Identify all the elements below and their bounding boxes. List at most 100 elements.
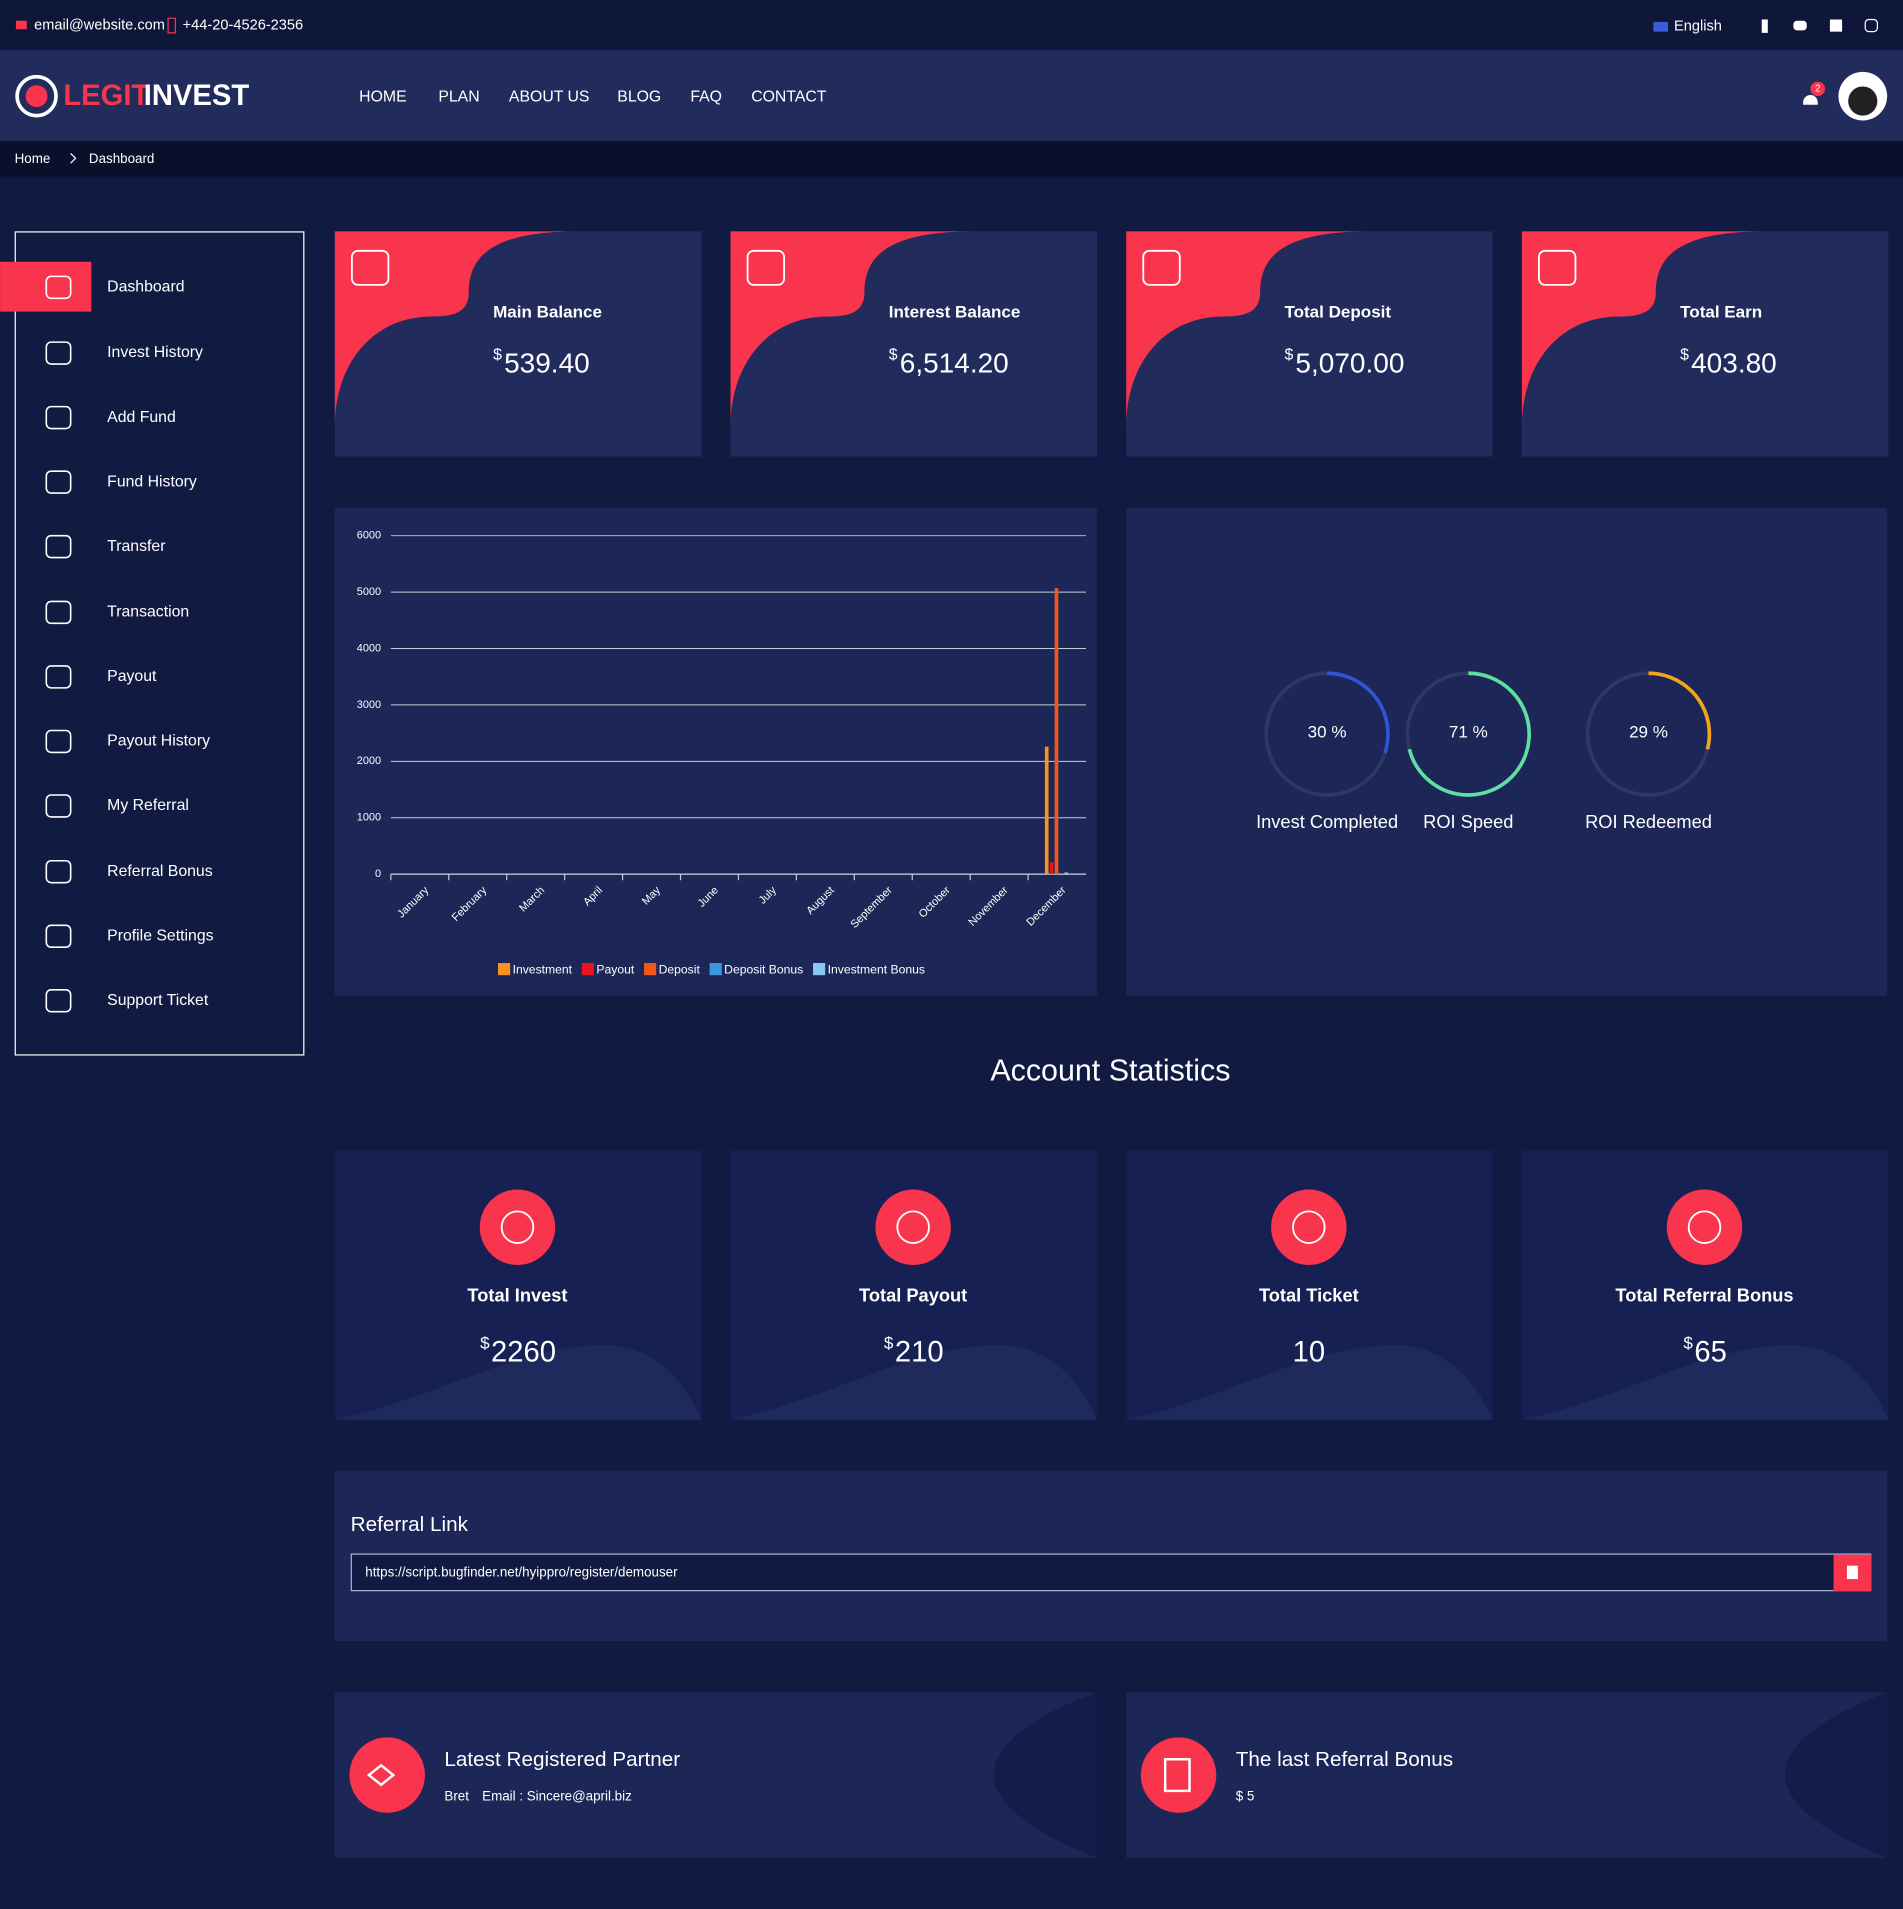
sidebar-icon <box>45 534 72 559</box>
legend-swatch <box>709 963 722 976</box>
sidebar-icon <box>45 275 72 300</box>
card-symbol: $ <box>1284 347 1293 364</box>
sidebar-link[interactable]: Fund History <box>107 473 197 490</box>
instagram[interactable] <box>1864 18 1878 33</box>
handshake <box>366 1763 396 1787</box>
partner-icon <box>349 1737 425 1813</box>
linkedin[interactable] <box>1829 19 1843 32</box>
sidebar-link[interactable]: Payout History <box>107 733 210 750</box>
header <box>0 49 1903 142</box>
card-wave <box>1126 231 1370 427</box>
stat-wave <box>1126 1345 1493 1420</box>
card-wave <box>334 231 579 427</box>
sidebar-link[interactable]: Transaction <box>107 604 189 621</box>
partner-email: Email : Sincere@april.biz <box>482 1789 632 1804</box>
stat-title: Total Ticket <box>1259 1284 1359 1305</box>
sidebar-link[interactable]: Profile Settings <box>107 927 213 944</box>
twitter[interactable] <box>1793 20 1807 31</box>
bell-icon[interactable] <box>1803 94 1818 105</box>
legend-label: Deposit Bonus <box>724 963 803 977</box>
y-tick-label: 4000 <box>357 642 381 654</box>
card-amount: 6,514.20 <box>900 348 1009 379</box>
stat-icon-glyph <box>896 1210 930 1244</box>
notification-count: 2 <box>1815 83 1820 94</box>
y-tick-label: 6000 <box>357 530 381 542</box>
bonus-title: The last Referral Bonus <box>1236 1748 1453 1771</box>
sidebar-icon <box>45 794 72 818</box>
nav-link[interactable]: ABOUT US <box>509 89 590 106</box>
panel-bg <box>1126 1692 1888 1858</box>
progress-arc <box>1405 671 1532 797</box>
bar <box>1054 588 1059 875</box>
panel-bg <box>334 1692 1097 1858</box>
email: email@website.com <box>34 17 165 33</box>
bonus-amount: $ 5 <box>1236 1789 1255 1804</box>
nav-link[interactable]: PLAN <box>438 89 479 106</box>
stat-wave <box>1521 1345 1889 1420</box>
progress-arc <box>1585 671 1712 797</box>
y-tick-label: 1000 <box>357 812 381 824</box>
legend-swatch <box>813 963 826 976</box>
logo-white[interactable]: INVEST <box>144 80 250 112</box>
stat-icon-glyph <box>500 1210 535 1244</box>
card-title: Total Earn <box>1680 302 1762 321</box>
stat-amount: 10 <box>1293 1337 1325 1369</box>
sidebar-link[interactable]: Transfer <box>107 538 165 555</box>
avatar-face <box>1848 86 1878 116</box>
sidebar-link[interactable]: Add Fund <box>107 409 176 426</box>
stat-amount: 65 <box>1694 1337 1726 1369</box>
logo-red[interactable]: LEGIT <box>63 80 149 112</box>
progress-name: Invest Completed <box>1256 811 1398 832</box>
language[interactable]: English <box>1674 19 1722 35</box>
sidebar-icon <box>45 600 72 625</box>
sidebar-link[interactable]: My Referral <box>107 797 189 814</box>
sidebar-link[interactable]: Support Ticket <box>107 992 209 1009</box>
y-tick-label: 3000 <box>357 699 381 711</box>
stat-icon <box>1666 1189 1743 1265</box>
progress-panel <box>1126 507 1888 996</box>
bar <box>1049 862 1054 875</box>
mail-icon <box>15 20 27 30</box>
card-symbol: $ <box>493 347 502 364</box>
legend-swatch <box>497 963 511 976</box>
sidebar-link[interactable]: Dashboard <box>107 278 184 295</box>
sidebar-link[interactable]: Payout <box>107 668 157 685</box>
bonus-panel: The last Referral Bonus $ 5 <box>1126 1692 1888 1858</box>
card-amount: 539.40 <box>504 348 590 379</box>
breadcrumb-bar <box>0 141 1903 177</box>
nav-link[interactable]: HOME <box>359 89 406 106</box>
partner-title: Latest Registered Partner <box>444 1748 680 1771</box>
stat-title: Total Payout <box>859 1284 967 1305</box>
sidebar-icon <box>45 924 72 948</box>
sidebar-link[interactable]: Referral Bonus <box>107 863 213 880</box>
stat-wave <box>334 1345 702 1420</box>
phone: +44-20-4526-2356 <box>183 17 304 33</box>
nav-link[interactable]: CONTACT <box>751 89 827 106</box>
card-title: Total Deposit <box>1284 302 1391 321</box>
stat-symbol: $ <box>1683 1334 1693 1353</box>
card-wave <box>730 231 975 427</box>
nav-link[interactable]: BLOG <box>617 89 661 106</box>
progress-value: 71 % <box>1449 722 1488 741</box>
sidebar-link[interactable]: Invest History <box>107 344 203 361</box>
nav-link[interactable]: FAQ <box>690 89 722 106</box>
progress-arc <box>1264 671 1390 797</box>
card-icon <box>1538 249 1577 286</box>
breadcrumb-home[interactable]: Home <box>15 151 51 166</box>
panel-wave <box>1784 1692 1888 1858</box>
stat-icon-glyph <box>1292 1210 1326 1244</box>
partner-panel: Latest Registered Partner Bret Email : S… <box>334 1692 1097 1858</box>
legend-swatch <box>581 963 594 976</box>
facebook[interactable] <box>1761 19 1768 33</box>
stat-icon <box>1271 1189 1347 1265</box>
panel-wave <box>993 1692 1097 1858</box>
card-symbol: $ <box>1680 347 1689 364</box>
legend-label: Payout <box>596 963 634 977</box>
y-tick-label: 5000 <box>357 586 381 598</box>
phone-icon <box>167 17 176 34</box>
sidebar-icon <box>45 859 72 884</box>
y-tick-label: 2000 <box>357 755 381 767</box>
legend-label: Investment <box>513 963 573 977</box>
